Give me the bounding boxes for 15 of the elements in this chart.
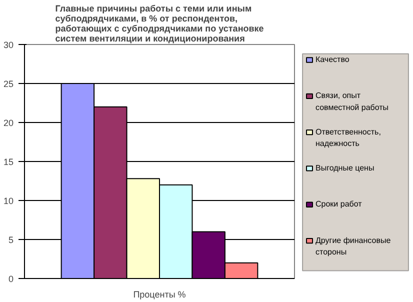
y-tick-label: 25 <box>3 79 14 89</box>
legend-label: Сроки работ <box>316 200 362 209</box>
y-tick-label: 0 <box>8 274 14 284</box>
legend-label: Качество <box>316 54 350 64</box>
y-tick-label: 10 <box>3 196 14 206</box>
y-tick-label: 5 <box>8 235 14 245</box>
y-tick-label: 20 <box>3 118 14 128</box>
legend-label: Другие финансовые стороны <box>316 236 392 256</box>
y-tick-label: 30 <box>3 40 14 50</box>
y-tick-label: 15 <box>3 157 14 167</box>
legend-label: Выгодные цены <box>316 163 374 172</box>
x-tick-label: Проценты % <box>133 290 186 300</box>
legend-label: Связи, опыт совместной работы <box>316 91 389 112</box>
chart-title: Главные причины работы с теми или иным субподрядчиками, в % от респондентов, работающих с субподрядчиками по установке систем вентиляции и кондиционирования <box>55 4 264 44</box>
legend-label: Ответственность, надежность <box>316 127 381 148</box>
